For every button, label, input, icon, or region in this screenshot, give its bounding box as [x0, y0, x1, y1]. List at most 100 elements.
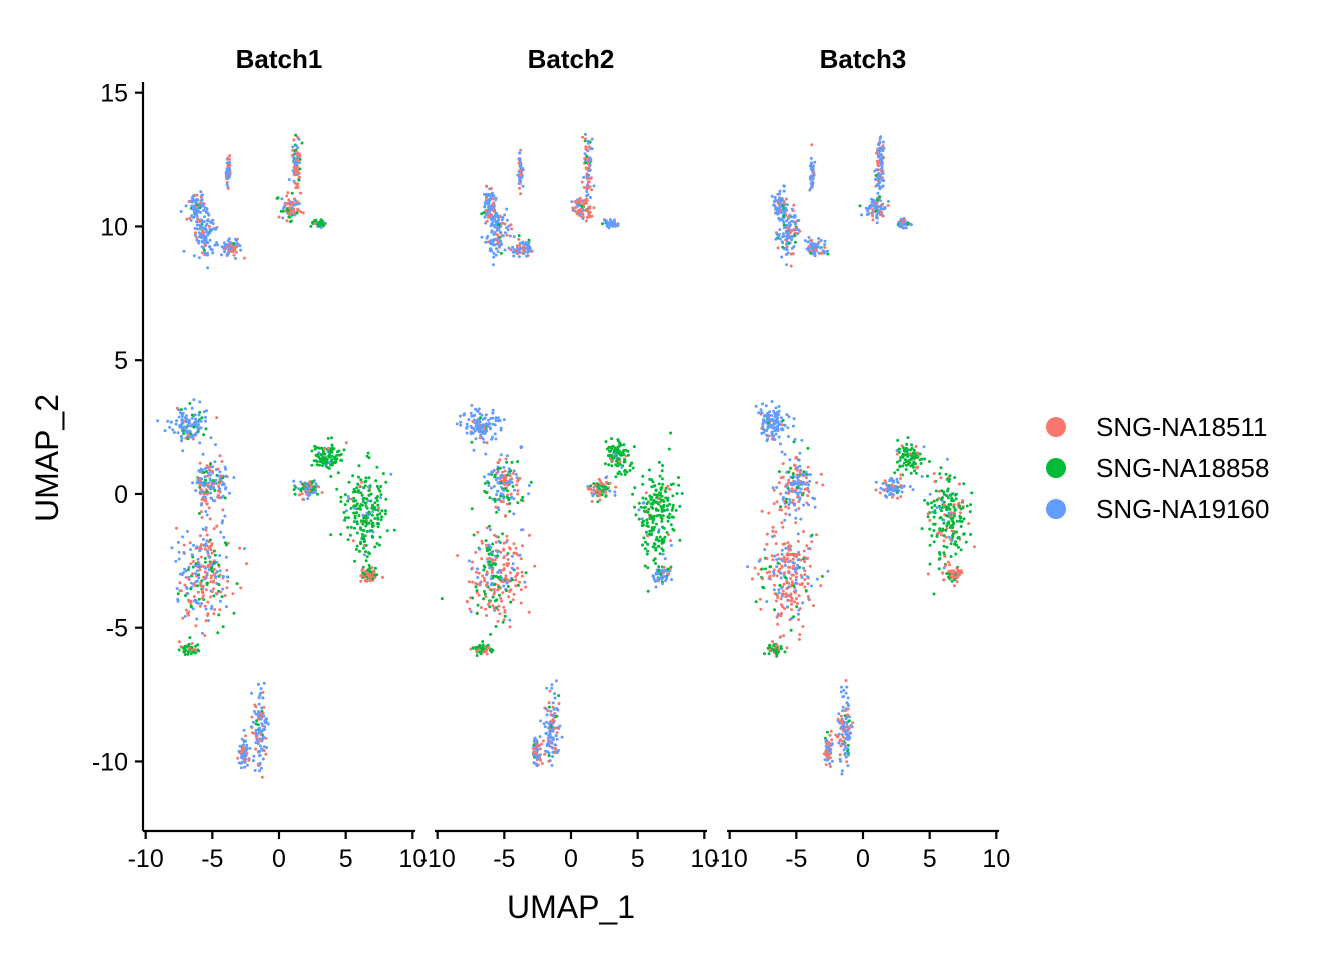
point-sng-na18511 — [326, 446, 330, 450]
point-sng-na18858 — [951, 534, 955, 538]
point-sng-na19160 — [496, 498, 500, 502]
point-sng-na19160 — [888, 478, 892, 482]
point-sng-na18511 — [519, 148, 523, 152]
point-sng-na18511 — [551, 705, 555, 709]
point-sng-na19160 — [842, 688, 846, 692]
point-sng-na18511 — [204, 499, 208, 503]
point-sng-na18858 — [360, 493, 364, 497]
point-sng-na18858 — [362, 486, 366, 490]
point-sng-na19160 — [280, 197, 284, 201]
point-sng-na18511 — [209, 544, 213, 548]
point-sng-na18858 — [784, 576, 788, 580]
point-sng-na18511 — [796, 602, 799, 605]
point-sng-na18858 — [379, 493, 383, 497]
point-sng-na19160 — [186, 592, 190, 596]
point-sng-na19160 — [489, 417, 493, 420]
point-sng-na19160 — [576, 204, 580, 208]
point-sng-na19160 — [500, 486, 503, 489]
point-sng-na18858 — [649, 502, 653, 506]
point-sng-na19160 — [581, 208, 585, 212]
point-sng-na18858 — [792, 615, 796, 619]
point-sng-na18511 — [587, 213, 591, 217]
point-sng-na18511 — [772, 502, 776, 506]
point-sng-na19160 — [219, 530, 223, 534]
point-sng-na18858 — [642, 523, 645, 527]
point-sng-na18858 — [220, 595, 224, 599]
point-sng-na18511 — [786, 541, 790, 545]
point-sng-na19160 — [518, 178, 521, 182]
point-sng-na19160 — [209, 487, 213, 491]
point-sng-na18858 — [366, 451, 370, 455]
point-sng-na18858 — [896, 438, 900, 442]
point-sng-na19160 — [197, 413, 201, 417]
point-sng-na18511 — [810, 143, 814, 147]
point-sng-na19160 — [783, 518, 787, 522]
point-sng-na18511 — [205, 544, 209, 548]
point-sng-na18858 — [482, 597, 486, 601]
point-sng-na19160 — [664, 579, 667, 583]
point-sng-na19160 — [554, 679, 558, 683]
point-sng-na18511 — [504, 457, 508, 461]
point-sng-na19160 — [881, 149, 885, 153]
point-sng-na18511 — [787, 506, 791, 510]
point-sng-na19160 — [180, 422, 184, 426]
point-sng-na19160 — [248, 746, 252, 750]
point-sng-na18511 — [485, 219, 489, 223]
point-sng-na19160 — [508, 618, 512, 622]
point-sng-na18858 — [947, 522, 951, 526]
point-sng-na18858 — [309, 224, 313, 228]
point-sng-na19160 — [194, 417, 198, 421]
point-sng-na19160 — [518, 553, 522, 557]
point-sng-na18858 — [949, 555, 953, 558]
point-sng-na19160 — [922, 445, 926, 449]
point-sng-na18858 — [355, 544, 359, 548]
point-sng-na18858 — [789, 628, 793, 632]
point-sng-na19160 — [920, 475, 924, 478]
point-sng-na18511 — [614, 485, 618, 489]
point-sng-na18858 — [670, 508, 674, 512]
point-sng-na19160 — [361, 513, 365, 517]
point-sng-na18511 — [502, 618, 506, 622]
point-sng-na18858 — [365, 454, 369, 458]
point-sng-na18511 — [578, 196, 582, 200]
point-sng-na18858 — [354, 548, 358, 551]
point-sng-na18858 — [328, 449, 332, 453]
point-sng-na18858 — [489, 647, 493, 651]
point-sng-na18858 — [367, 476, 371, 480]
point-sng-na19160 — [787, 489, 791, 492]
point-sng-na19160 — [668, 569, 672, 573]
point-sng-na19160 — [175, 419, 179, 423]
point-sng-na18511 — [191, 572, 195, 576]
point-sng-na18511 — [247, 757, 251, 761]
point-sng-na18511 — [216, 467, 220, 471]
point-sng-na19160 — [208, 245, 211, 249]
point-sng-na19160 — [515, 476, 519, 480]
point-sng-na18511 — [358, 484, 361, 488]
point-sng-na18511 — [508, 625, 512, 629]
point-sng-na19160 — [178, 411, 182, 415]
point-sng-na19160 — [261, 748, 264, 752]
point-sng-na19160 — [206, 266, 210, 270]
point-sng-na18511 — [238, 546, 242, 550]
point-sng-na18511 — [838, 739, 842, 743]
point-sng-na19160 — [840, 742, 844, 746]
point-sng-na18858 — [656, 501, 660, 505]
point-sng-na18858 — [471, 646, 475, 650]
point-sng-na18858 — [213, 561, 216, 565]
point-sng-na18858 — [368, 552, 371, 556]
point-sng-na18858 — [661, 514, 665, 518]
point-sng-na19160 — [192, 204, 196, 208]
point-sng-na18511 — [293, 166, 297, 170]
point-sng-na18858 — [367, 563, 371, 567]
point-sng-na18858 — [607, 445, 611, 449]
point-sng-na19160 — [800, 482, 804, 486]
point-sng-na18858 — [351, 474, 355, 478]
point-sng-na19160 — [769, 418, 773, 422]
point-sng-na18858 — [648, 517, 652, 520]
point-sng-na19160 — [253, 768, 257, 772]
point-sng-na18858 — [662, 503, 666, 507]
point-sng-na19160 — [777, 591, 781, 595]
point-sng-na18858 — [909, 448, 913, 452]
point-sng-na19160 — [613, 218, 616, 222]
